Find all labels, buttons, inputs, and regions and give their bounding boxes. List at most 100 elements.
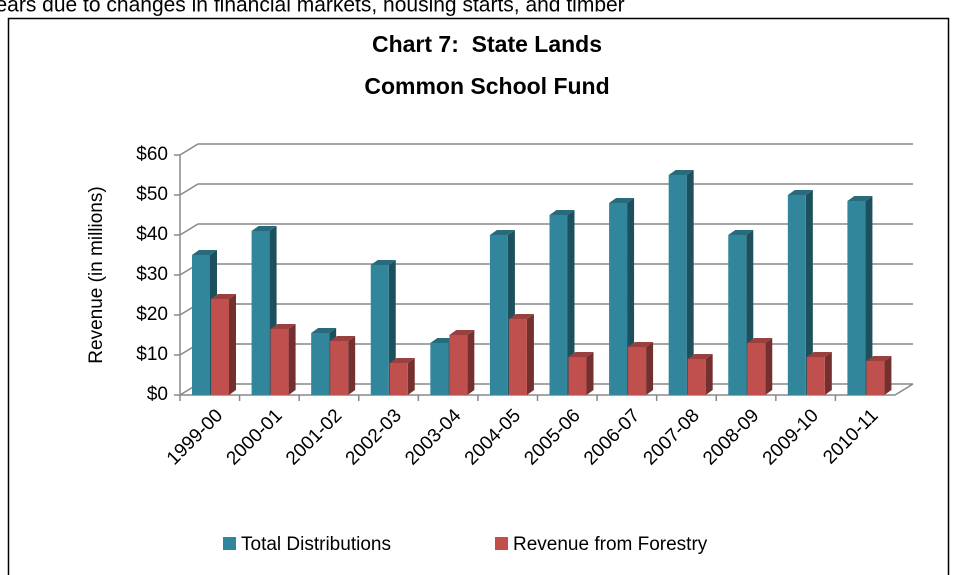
- bar-front: [489, 235, 508, 395]
- bar-side: [407, 358, 415, 395]
- bar-top: [668, 170, 694, 175]
- bar: [370, 260, 396, 395]
- y-tick-label: $0: [147, 384, 168, 405]
- bar-top: [192, 250, 217, 255]
- bar-front: [687, 359, 706, 395]
- bar-top: [568, 352, 594, 357]
- grid-line: [179, 143, 913, 156]
- bar: [389, 358, 415, 395]
- bar-front: [330, 341, 349, 395]
- bar-top: [251, 226, 277, 231]
- y-tick-label: $40: [136, 224, 168, 245]
- bar-side: [348, 336, 356, 395]
- bar-top: [330, 336, 356, 341]
- bar-side: [288, 324, 296, 395]
- chart-title: Common School Fund: [364, 73, 609, 99]
- bar-top: [806, 352, 832, 357]
- bar-top: [866, 356, 892, 361]
- bar-top: [609, 198, 635, 203]
- bar-front: [747, 343, 766, 395]
- bar-top: [847, 196, 873, 201]
- bar-side: [865, 196, 873, 395]
- bar-front: [311, 333, 330, 395]
- bar-front: [430, 343, 449, 395]
- bar-top: [489, 230, 515, 235]
- bar: [668, 170, 694, 395]
- x-tick-label: 2001-02: [282, 405, 346, 469]
- chart-title: Chart 7: State Lands: [372, 31, 602, 57]
- bar: [806, 352, 832, 395]
- bar-top: [430, 338, 456, 343]
- bar-side: [526, 314, 534, 395]
- bar-front: [270, 329, 289, 395]
- bar-top: [787, 190, 813, 195]
- legend-swatch: [223, 537, 236, 550]
- bar-top: [628, 342, 654, 347]
- bar-front: [568, 357, 587, 395]
- bar: [747, 338, 773, 395]
- bar-side: [686, 170, 694, 395]
- x-tick-label: 2004-05: [461, 405, 525, 469]
- bar-front: [628, 347, 647, 395]
- legend-label: Total Distributions: [241, 534, 391, 555]
- bar-front: [787, 195, 806, 395]
- bar-side: [567, 210, 575, 395]
- body-text: years due to changes in financial market…: [0, 0, 625, 17]
- bar: [787, 190, 813, 395]
- bar-side: [765, 338, 773, 395]
- bar: [508, 314, 534, 395]
- bar-side: [586, 352, 594, 395]
- bar-side: [646, 342, 654, 395]
- x-tick-label: 2010-11: [819, 405, 882, 468]
- bar: [866, 356, 892, 395]
- bar-front: [549, 215, 568, 395]
- legend-label: Revenue from Forestry: [513, 534, 708, 555]
- bar-top: [211, 294, 236, 299]
- bar-side: [805, 190, 813, 395]
- bar: [568, 352, 594, 395]
- x-tick-label: 1999-00: [163, 405, 227, 469]
- x-tick-label: 2000-01: [223, 405, 287, 469]
- y-tick-label: $50: [136, 184, 168, 205]
- bar-front: [508, 319, 527, 395]
- bar-front: [251, 231, 270, 395]
- bar: [449, 330, 475, 395]
- bar-side: [467, 330, 475, 395]
- bar-side: [705, 354, 713, 395]
- bar-front: [668, 175, 687, 395]
- bar-front: [211, 299, 229, 395]
- bar-top: [747, 338, 773, 343]
- bar: [330, 336, 356, 395]
- bar-front: [192, 255, 210, 395]
- bar-top: [508, 314, 534, 319]
- y-tick-label: $20: [136, 304, 168, 325]
- x-tick-label: 2003-04: [401, 405, 465, 469]
- bar-top: [389, 358, 415, 363]
- x-tick-label: 2006-07: [580, 405, 644, 469]
- bar-front: [609, 203, 628, 395]
- bar-front: [370, 265, 389, 395]
- y-tick-label: $60: [136, 144, 168, 165]
- bar-front: [389, 363, 408, 395]
- bar-top: [270, 324, 296, 329]
- bar: [628, 342, 654, 395]
- bar: [270, 324, 296, 395]
- x-tick-label: 2009-10: [759, 405, 823, 469]
- y-tick-label: $10: [136, 344, 168, 365]
- bar-top: [311, 328, 337, 333]
- y-tick-label: $30: [136, 264, 168, 285]
- x-tick-label: 2005-06: [520, 405, 584, 469]
- chart-border: [7, 17, 950, 575]
- bar-front: [449, 335, 468, 395]
- bar-side: [884, 356, 892, 395]
- bar: [687, 354, 713, 395]
- bar-front: [847, 201, 866, 395]
- bar-front: [866, 361, 885, 395]
- bar: [211, 294, 236, 395]
- bar-side: [824, 352, 832, 395]
- bar-front: [806, 357, 825, 395]
- x-tick-label: 2007-08: [640, 405, 704, 469]
- bar-top: [728, 230, 754, 235]
